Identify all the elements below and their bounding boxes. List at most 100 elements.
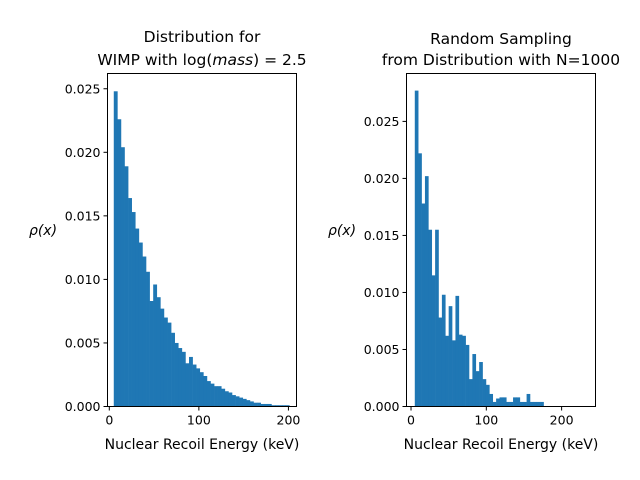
right-histogram-bar (428, 229, 433, 407)
left-histogram-bar (232, 395, 236, 407)
right-histogram-bar (421, 203, 426, 407)
left-histogram-bar (196, 368, 201, 407)
left-histogram-bar (264, 403, 269, 407)
right-bars (414, 90, 544, 407)
right-y-axis-label: ρ(x) (328, 223, 356, 239)
left-histogram-bar (171, 332, 175, 407)
left-x-axis-label: Nuclear Recoil Energy (keV) (105, 437, 300, 453)
left-histogram-bar (167, 322, 172, 407)
left-x-tick-label: 200 (277, 413, 301, 428)
right-y-tick-label: 0.010 (364, 285, 400, 300)
right-histogram-bar (536, 401, 541, 407)
right-histogram-bar (462, 335, 466, 407)
right-histogram-bar (519, 401, 524, 407)
left-histogram-bar (249, 401, 254, 407)
left-y-tick-label: 0.010 (65, 272, 101, 287)
right-y-tick-label: 0.025 (364, 114, 400, 129)
right-x-tick-label: 100 (474, 413, 498, 428)
left-histogram-bar (185, 363, 190, 407)
right-histogram-bar (513, 397, 517, 407)
left-x-tick-label: 0 (105, 413, 113, 428)
right-histogram-bar (492, 401, 497, 407)
left-plot-frame (107, 73, 297, 407)
left-title-line2: WIMP with log(mass) = 2.5 (97, 51, 306, 69)
right-histogram-bar (533, 401, 538, 407)
right-y-tick-label: 0.005 (364, 342, 400, 357)
right-histogram-bar (455, 295, 460, 407)
right-histogram-bar (424, 176, 429, 407)
right-histogram-bar (502, 397, 507, 407)
left-histogram-bar (239, 397, 244, 407)
right-y-axis: 0.000 0.005 0.010 0.015 0.020 0.025 (364, 114, 407, 414)
left-histogram-bar (206, 381, 211, 407)
right-x-tick-label: 0 (407, 413, 415, 428)
left-histogram-bar (163, 317, 168, 407)
left-y-tick-label: 0.025 (65, 81, 101, 96)
left-x-tick-label: 100 (187, 413, 211, 428)
right-histogram-bar (485, 384, 490, 407)
left-histogram-bar (128, 198, 132, 407)
right-histogram-bar (489, 393, 494, 407)
right-histogram-bar (472, 354, 477, 407)
left-histogram-bar (117, 119, 122, 407)
left-histogram-bar (149, 301, 154, 407)
left-histogram-bar (138, 242, 143, 407)
left-histogram-bar (257, 402, 261, 407)
right-x-axis-label: Nuclear Recoil Energy (keV) (404, 437, 599, 453)
right-title-line1: Random Sampling (430, 30, 572, 48)
left-x-axis: 0 100 200 (105, 406, 301, 428)
left-y-tick-label: 0.000 (65, 399, 101, 414)
right-histogram-bar (509, 401, 514, 407)
left-histogram-bar (221, 388, 226, 407)
left-histogram-bar (131, 212, 136, 407)
left-histogram-bar (253, 402, 258, 407)
right-histogram-bar (458, 334, 463, 407)
right-histogram-bar (441, 294, 446, 407)
left-histogram-bar (217, 386, 222, 407)
left-histogram-bar (275, 405, 279, 407)
right-histogram-bar (496, 398, 500, 407)
right-histogram-bar (482, 379, 487, 407)
right-x-tick-label: 200 (550, 413, 574, 428)
left-histogram-bar (124, 166, 129, 407)
left-histogram-bar (113, 91, 118, 407)
left-y-axis-label: ρ(x) (29, 223, 57, 239)
left-histogram-bar (135, 228, 140, 407)
right-histogram-bar (418, 153, 422, 407)
right-title-line2: from Distribution with N=1000 (382, 51, 620, 69)
left-histogram-bar (199, 372, 204, 407)
left-histogram-bar (267, 403, 272, 407)
right-histogram-bar (526, 393, 531, 407)
left-histogram-bar (146, 271, 150, 407)
right-histogram-bar (540, 401, 544, 407)
left-histogram-bar (203, 375, 208, 407)
left-histogram-bar (153, 284, 158, 407)
left-histogram-bar (228, 392, 233, 407)
left-y-tick-label: 0.020 (65, 145, 101, 160)
left-bars (113, 91, 290, 407)
left-histogram-bar (278, 405, 283, 407)
left-histogram-bar (142, 256, 147, 407)
left-chart: Distribution for WIMP with log(mass) = 2… (29, 28, 307, 453)
right-histogram-bar (448, 306, 453, 407)
left-histogram-bar (178, 348, 183, 407)
right-histogram-bar (445, 335, 449, 407)
left-histogram-bar (285, 405, 290, 407)
right-histogram-bar (431, 275, 436, 407)
right-histogram-bar (479, 362, 483, 407)
right-y-tick-label: 0.015 (364, 228, 400, 243)
right-y-tick-label: 0.020 (364, 171, 400, 186)
left-histogram-bar (242, 398, 247, 407)
right-histogram-bar (435, 229, 439, 407)
left-histogram-bar (174, 342, 179, 407)
right-histogram-bar (516, 397, 521, 407)
left-histogram-bar (224, 391, 229, 407)
right-chart: Random Sampling from Distribution with N… (328, 30, 620, 453)
left-histogram-bar (189, 356, 193, 407)
right-histogram-bar (529, 401, 534, 407)
right-plot-frame (406, 73, 596, 407)
left-histogram-bar (181, 351, 186, 407)
left-histogram-bar (282, 405, 287, 407)
right-y-tick-label: 0.000 (364, 399, 400, 414)
